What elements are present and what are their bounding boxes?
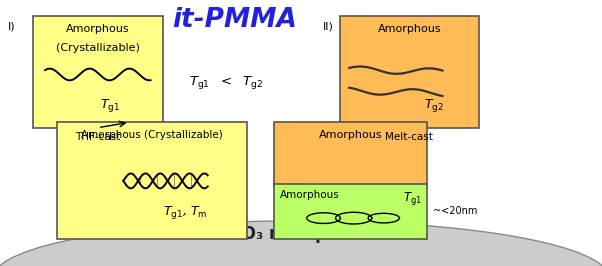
Text: Melt-cast: Melt-cast [385, 132, 433, 142]
Text: II): II) [323, 21, 334, 31]
Text: $T_{\rm g1}$  $<$  $T_{\rm g2}$: $T_{\rm g1}$ $<$ $T_{\rm g2}$ [188, 74, 263, 92]
FancyBboxPatch shape [57, 122, 247, 239]
FancyBboxPatch shape [33, 16, 163, 128]
FancyBboxPatch shape [274, 122, 427, 186]
Text: Al₂O₃ nanoparticle: Al₂O₃ nanoparticle [216, 225, 386, 243]
Text: Amorphous: Amorphous [66, 24, 129, 34]
Text: Amorphous (Crystallizable): Amorphous (Crystallizable) [81, 130, 223, 140]
Text: $T_{\rm g1}$: $T_{\rm g1}$ [403, 190, 421, 207]
FancyBboxPatch shape [340, 16, 479, 128]
Text: Amorphous: Amorphous [377, 24, 441, 34]
Text: $T_{\rm g2}$: $T_{\rm g2}$ [424, 97, 443, 114]
Text: $T_{\rm g1}$, $T_{\rm m}$: $T_{\rm g1}$, $T_{\rm m}$ [163, 204, 207, 221]
Text: THF-cast: THF-cast [75, 132, 120, 142]
Text: Amorphous: Amorphous [319, 130, 382, 140]
FancyBboxPatch shape [274, 184, 427, 239]
Text: Amorphous: Amorphous [280, 190, 340, 200]
Text: (Crystallizable): (Crystallizable) [56, 43, 140, 53]
Ellipse shape [0, 221, 602, 266]
Text: $T_{\rm g1}$: $T_{\rm g1}$ [100, 97, 120, 114]
Text: ~<20nm: ~<20nm [433, 206, 478, 217]
Text: it-PMMA: it-PMMA [172, 7, 297, 33]
Text: I): I) [7, 21, 15, 31]
